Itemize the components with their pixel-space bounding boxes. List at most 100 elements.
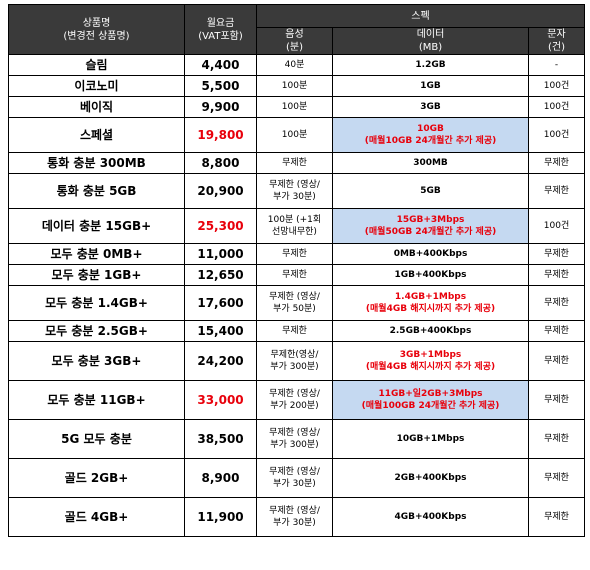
plan-data: 300MB xyxy=(332,152,529,174)
plan-name: 모두 충분 3GB+ xyxy=(8,341,185,381)
header-voice: 음성 (분) xyxy=(256,27,333,55)
plan-data-line: 0MB+400Kbps xyxy=(393,249,468,259)
plan-data-line: (매월100GB 24개월간 추가 제공) xyxy=(361,401,500,411)
plan-voice-line: 선망내무한) xyxy=(272,227,317,237)
plan-data: 1.4GB+1Mbps (매월4GB 해지시까지 추가 제공) xyxy=(332,285,529,321)
plan-sms: 100건 xyxy=(527,96,586,118)
plan-data-line: 3GB+1Mbps xyxy=(399,350,462,360)
plan-data-line: (매월10GB 24개월간 추가 제공) xyxy=(364,136,497,146)
plan-data-line: 300MB xyxy=(413,158,448,168)
plan-price: 33,000 xyxy=(184,380,257,420)
plan-price: 24,200 xyxy=(184,341,257,381)
plan-sms: 무제한 xyxy=(527,458,586,498)
plan-name: 5G 모두 충분 xyxy=(8,419,185,459)
table-row: 골드 2GB+ 8,900 무제한 (영상/부가 30분) 2GB+400Kbps 무제… xyxy=(8,458,586,498)
plan-price: 8,900 xyxy=(184,458,257,498)
table-row: 5G 모두 충분 38,500 무제한 (영상/부가 300분) 10GB+1Mbps… xyxy=(8,419,586,459)
plan-sms: - xyxy=(527,54,586,76)
plan-data-line: 2.5GB+400Kbps xyxy=(389,326,472,336)
table-row: 모두 충분 0MB+ 11,000 무제한 0MB+400Kbps 무제한 xyxy=(8,243,586,265)
plan-voice: 100분 xyxy=(256,75,333,97)
header-fee: 월요금 (VAT포함) xyxy=(184,4,257,55)
plan-price: 38,500 xyxy=(184,419,257,459)
plan-data: 10GB+1Mbps xyxy=(332,419,529,459)
plan-voice-line: 무제한 (영상/ xyxy=(269,292,320,302)
plan-name: 모두 충분 1.4GB+ xyxy=(8,285,185,321)
table-row: 골드 4GB+ 11,900 무제한 (영상/부가 30분) 4GB+400Kbps 무… xyxy=(8,497,586,537)
table-row: 통화 충분 5GB 20,900 무제한 (영상/부가 30분) 5GB 무제한 xyxy=(8,173,586,209)
plan-data-line: 10GB xyxy=(417,124,444,134)
plan-data-line: 11GB+일2GB+3Mbps xyxy=(378,389,483,399)
plan-price: 9,900 xyxy=(184,96,257,118)
header-spec: 스펙 xyxy=(255,4,586,28)
plan-voice-line: 부가 30분) xyxy=(273,192,316,202)
header-data-line1: 데이터 xyxy=(416,29,445,40)
table-row: 모두 충분 1.4GB+ 17,600 무제한 (영상/부가 50분) 1.4GB+1… xyxy=(8,285,586,321)
plan-data: 5GB xyxy=(332,173,529,209)
plan-name: 모두 충분 1GB+ xyxy=(8,264,185,286)
plan-data: 2GB+400Kbps xyxy=(332,458,529,498)
plan-price: 4,400 xyxy=(184,54,257,76)
plan-price: 12,650 xyxy=(184,264,257,286)
plan-data-line: (매월4GB 해지시까지 추가 제공) xyxy=(365,362,496,372)
header-name-line2: (변경전 상품명) xyxy=(63,30,130,42)
plan-name: 골드 4GB+ xyxy=(8,497,185,537)
header-sms-line2: (건) xyxy=(548,42,566,53)
plan-name: 모두 충분 0MB+ xyxy=(8,243,185,265)
plan-sms: 무제한 xyxy=(527,264,586,286)
plan-data-line: 1.2GB xyxy=(415,60,446,70)
plan-data: 1GB xyxy=(332,75,529,97)
plan-voice: 무제한 (영상/부가 200분) xyxy=(256,380,333,420)
plan-name: 슬림 xyxy=(8,54,185,76)
plan-data: 11GB+일2GB+3Mbps (매월100GB 24개월간 추가 제공) xyxy=(332,380,529,420)
plan-voice: 무제한 (영상/부가 30분) xyxy=(256,497,333,537)
plan-voice: 100분 xyxy=(256,96,333,118)
plan-name: 통화 충분 300MB xyxy=(8,152,185,174)
plan-price: 19,800 xyxy=(184,117,257,153)
plan-data-line: (매월4GB 해지시까지 추가 제공) xyxy=(365,304,496,314)
plan-voice-line: 무제한 (영상/ xyxy=(269,428,320,438)
plan-voice: 40분 xyxy=(256,54,333,76)
plan-name: 통화 충분 5GB xyxy=(8,173,185,209)
plan-sms: 100건 xyxy=(527,117,586,153)
plan-sms: 무제한 xyxy=(527,320,586,342)
plan-voice-line: 부가 30분) xyxy=(273,518,316,528)
plan-voice-line: 무제한 xyxy=(282,158,307,168)
plan-name: 모두 충분 2.5GB+ xyxy=(8,320,185,342)
plan-voice-line: 부가 30분) xyxy=(273,479,316,489)
plan-data-line: 1.4GB+1Mbps xyxy=(394,292,467,302)
plan-table-body: 슬림 4,400 40분 1.2GB - 이코노미 5,500 100분 1GB 100건 베이직 9… xyxy=(8,54,586,537)
plan-data-line: 1GB+400Kbps xyxy=(394,270,467,280)
plan-price: 15,400 xyxy=(184,320,257,342)
plan-sms: 무제한 xyxy=(527,285,586,321)
plan-sms: 무제한 xyxy=(527,173,586,209)
plan-data: 1.2GB xyxy=(332,54,529,76)
table-row: 이코노미 5,500 100분 1GB 100건 xyxy=(8,75,586,97)
plan-voice-line: 무제한 xyxy=(282,249,307,259)
plan-sms: 100건 xyxy=(527,75,586,97)
table-row: 통화 충분 300MB 8,800 무제한 300MB 무제한 xyxy=(8,152,586,174)
table-row: 스페셜 19,800 100분 10GB (매월10GB 24개월간 추가 제공) 100… xyxy=(8,117,586,153)
plan-data: 15GB+3Mbps (매월50GB 24개월간 추가 제공) xyxy=(332,208,529,244)
plan-table-container: 상품명 (변경전 상품명) 월요금 (VAT포함) 스펙 음성 (분) 데이터 … xyxy=(8,4,586,537)
header-fee-line1: 월요금 xyxy=(206,17,235,29)
plan-voice-line: 100분 (+1회 xyxy=(267,215,322,225)
plan-data: 0MB+400Kbps xyxy=(332,243,529,265)
plan-data-line: (매월50GB 24개월간 추가 제공) xyxy=(364,227,497,237)
plan-data-line: 15GB+3Mbps xyxy=(396,215,465,225)
plan-data-line: 10GB+1Mbps xyxy=(396,434,465,444)
plan-name: 이코노미 xyxy=(8,75,185,97)
plan-voice: 무제한(영상/부가 300분) xyxy=(256,341,333,381)
plan-voice-line: 무제한 xyxy=(282,270,307,280)
table-row: 슬림 4,400 40분 1.2GB - xyxy=(8,54,586,76)
plan-voice-line: 무제한 xyxy=(282,326,307,336)
plan-data: 3GB xyxy=(332,96,529,118)
header-data: 데이터 (MB) xyxy=(332,27,529,55)
plan-voice-line: 무제한 (영상/ xyxy=(269,467,320,477)
plan-name: 골드 2GB+ xyxy=(8,458,185,498)
table-row: 모두 충분 2.5GB+ 15,400 무제한 2.5GB+400Kbps 무제한 xyxy=(8,320,586,342)
plan-table: 상품명 (변경전 상품명) 월요금 (VAT포함) 스펙 음성 (분) 데이터 … xyxy=(8,4,586,537)
plan-voice-line: 부가 300분) xyxy=(270,362,319,372)
plan-name: 스페셜 xyxy=(8,117,185,153)
